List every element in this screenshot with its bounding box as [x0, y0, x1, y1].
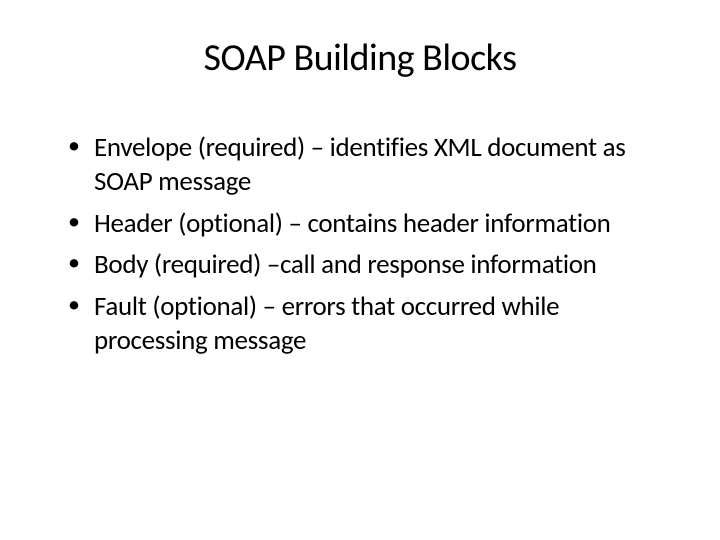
list-item: Body (required) –call and response infor…	[68, 248, 670, 282]
list-item: Envelope (required) – identifies XML doc…	[68, 131, 670, 199]
bullet-list: Envelope (required) – identifies XML doc…	[50, 131, 670, 358]
list-item: Fault (optional) – errors that occurred …	[68, 290, 670, 358]
slide-container: SOAP Building Blocks Envelope (required)…	[0, 0, 720, 540]
list-item: Header (optional) – contains header info…	[68, 207, 670, 241]
slide-title: SOAP Building Blocks	[50, 35, 670, 81]
